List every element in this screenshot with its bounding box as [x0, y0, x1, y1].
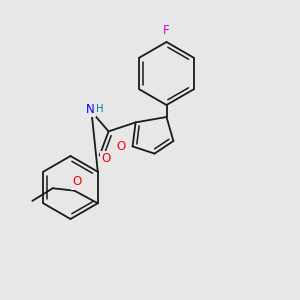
Text: N: N	[85, 103, 94, 116]
Text: O: O	[72, 175, 81, 188]
Text: H: H	[96, 104, 104, 114]
Text: O: O	[101, 152, 110, 166]
Text: O: O	[117, 140, 126, 153]
Text: F: F	[163, 24, 170, 37]
